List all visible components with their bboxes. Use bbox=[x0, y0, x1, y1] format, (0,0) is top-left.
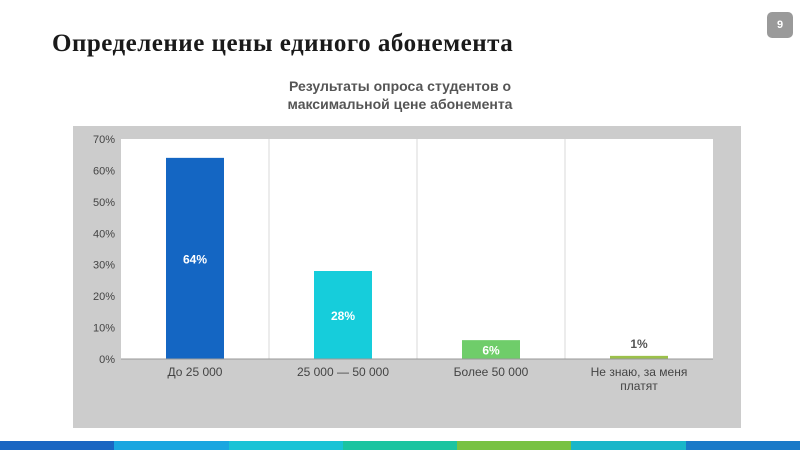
chart-title: Результаты опроса студентов о максимальн… bbox=[250, 77, 550, 113]
x-tick-label: Более 50 000 bbox=[454, 365, 529, 379]
y-tick-label: 50% bbox=[93, 197, 115, 209]
x-tick-label: 25 000 — 50 000 bbox=[297, 365, 389, 379]
stripe-segment bbox=[342, 441, 458, 450]
bar-chart: 0% 10% 20% 30% 40% 50% 60% 70% 64% 28% 6% 1% До 25 0… bbox=[93, 134, 713, 393]
stripe-segment bbox=[114, 441, 229, 450]
y-tick-label: 10% bbox=[93, 323, 115, 335]
data-label: 1% bbox=[630, 337, 648, 351]
slide-title: Определение цены единого абонемента bbox=[52, 30, 514, 57]
chart-frame: 0% 10% 20% 30% 40% 50% 60% 70% 64% 28% 6% 1% До 25 0… bbox=[73, 126, 741, 428]
y-tick-label: 40% bbox=[93, 228, 115, 240]
x-tick-label-line: платят bbox=[620, 379, 658, 393]
y-tick-label: 20% bbox=[93, 291, 115, 303]
x-tick-label-line: До 25 000 bbox=[168, 365, 223, 379]
y-tick-label: 0% bbox=[99, 354, 115, 366]
x-tick-label-line: 25 000 — 50 000 bbox=[297, 365, 389, 379]
x-tick-label-line: Не знаю, за меня bbox=[591, 365, 688, 379]
y-tick-label: 70% bbox=[93, 134, 115, 146]
chart-title-line-2: максимальной цене абонемента bbox=[287, 96, 513, 112]
stripe-segment bbox=[457, 441, 572, 450]
x-tick-label: До 25 000 bbox=[168, 365, 223, 379]
stripe-segment bbox=[0, 441, 115, 450]
bar bbox=[610, 355, 668, 359]
bar bbox=[462, 340, 520, 359]
bar bbox=[166, 157, 224, 359]
y-tick-label: 60% bbox=[93, 165, 115, 177]
decorative-bottom-stripe bbox=[0, 441, 800, 450]
data-label: 64% bbox=[183, 252, 207, 266]
data-label: 28% bbox=[331, 309, 355, 323]
x-tick-label: Не знаю, за меня платят bbox=[591, 365, 688, 393]
page-number-badge: 9 bbox=[767, 12, 793, 38]
stripe-segment bbox=[571, 441, 686, 450]
y-tick-label: 30% bbox=[93, 260, 115, 272]
chart-title-line-1: Результаты опроса студентов о bbox=[289, 78, 511, 94]
bar bbox=[314, 271, 372, 359]
stripe-segment bbox=[228, 441, 343, 450]
x-tick-label-line: Более 50 000 bbox=[454, 365, 529, 379]
stripe-segment bbox=[685, 441, 800, 450]
data-label: 6% bbox=[482, 344, 500, 358]
